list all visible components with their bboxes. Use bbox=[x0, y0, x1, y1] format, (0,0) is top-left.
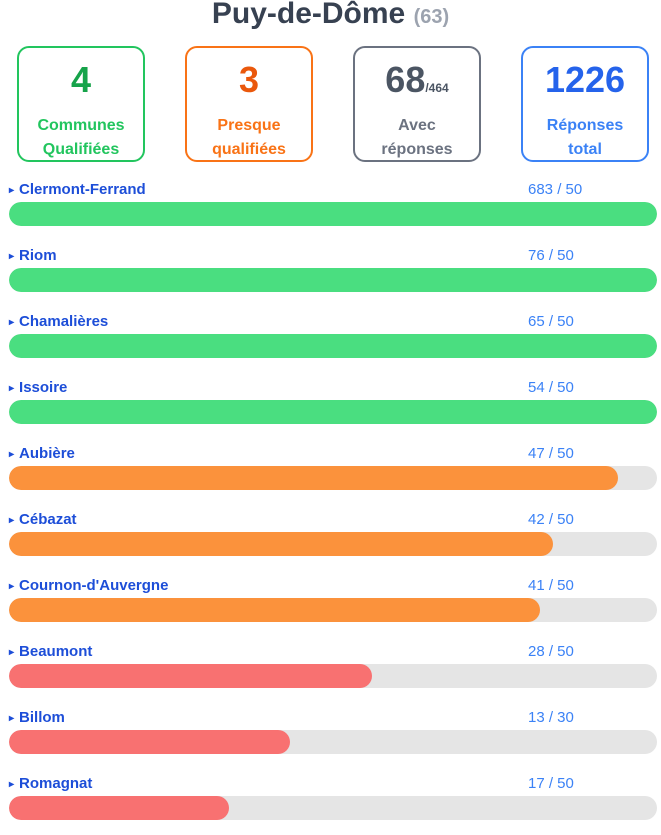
commune-toggle[interactable]: ▸ Billom bbox=[9, 709, 65, 728]
progress-fill bbox=[9, 532, 554, 556]
progress-fill bbox=[9, 400, 657, 424]
commune-row[interactable]: ▸ Issoire 54 / 50 bbox=[0, 379, 661, 439]
stat-card: 3 Presque qualifiées bbox=[185, 46, 313, 162]
stat-label-line: Réponses bbox=[546, 117, 624, 134]
progress-bar bbox=[9, 598, 657, 622]
commune-toggle[interactable]: ▸ Cournon-d'Auvergne bbox=[9, 577, 168, 596]
stat-label-line: total bbox=[568, 141, 602, 158]
commune-row[interactable]: ▸ Billom 13 / 30 bbox=[0, 709, 661, 769]
stat-label: Réponses total bbox=[523, 114, 647, 162]
stat-label: Avec réponses bbox=[355, 114, 479, 162]
commune-count: 47 / 50 bbox=[528, 445, 574, 462]
progress-fill bbox=[9, 334, 657, 358]
commune-row[interactable]: ▸ Romagnat 17 / 50 bbox=[0, 775, 661, 835]
progress-bar bbox=[9, 400, 657, 424]
expand-triangle-icon: ▸ bbox=[9, 713, 15, 724]
stat-label-line: Communes bbox=[37, 117, 125, 134]
stat-label-line: Avec bbox=[398, 117, 436, 134]
commune-row[interactable]: ▸ Cébazat 42 / 50 bbox=[0, 511, 661, 571]
stat-label-line: Qualifiées bbox=[42, 141, 120, 158]
commune-toggle[interactable]: ▸ Riom bbox=[9, 247, 57, 266]
commune-count: 13 / 30 bbox=[528, 709, 574, 726]
department-name: Puy-de-Dôme bbox=[211, 0, 406, 30]
department-code: (63) bbox=[413, 6, 450, 28]
stat-number: 4 bbox=[70, 59, 92, 100]
progress-bar bbox=[9, 796, 657, 820]
commune-name: Billom bbox=[19, 709, 65, 726]
progress-bar bbox=[9, 268, 657, 292]
stat-value: 68/464 bbox=[355, 60, 479, 108]
expand-triangle-icon: ▸ bbox=[9, 647, 15, 658]
commune-name: Aubière bbox=[19, 445, 75, 462]
commune-toggle[interactable]: ▸ Romagnat bbox=[9, 775, 92, 794]
commune-name: Issoire bbox=[19, 379, 68, 396]
commune-count: 28 / 50 bbox=[528, 643, 574, 660]
progress-fill bbox=[9, 202, 657, 226]
commune-name: Cébazat bbox=[19, 511, 77, 528]
commune-row[interactable]: ▸ Riom 76 / 50 bbox=[0, 247, 661, 307]
expand-triangle-icon: ▸ bbox=[9, 515, 15, 526]
commune-row[interactable]: ▸ Aubière 47 / 50 bbox=[0, 445, 661, 505]
expand-triangle-icon: ▸ bbox=[9, 449, 15, 460]
stat-value: 4 bbox=[19, 60, 143, 108]
commune-name: Cournon-d'Auvergne bbox=[19, 577, 169, 594]
commune-count: 42 / 50 bbox=[528, 511, 574, 528]
stat-label: Presque qualifiées bbox=[187, 114, 311, 162]
progress-fill bbox=[9, 664, 372, 688]
stat-label-line: réponses bbox=[381, 141, 453, 158]
progress-bar bbox=[9, 532, 657, 556]
stat-value: 3 bbox=[187, 60, 311, 108]
stat-number: 3 bbox=[238, 59, 260, 100]
commune-row[interactable]: ▸ Clermont-Ferrand 683 / 50 bbox=[0, 181, 661, 241]
progress-fill bbox=[9, 466, 619, 490]
progress-bar bbox=[9, 466, 657, 490]
stat-card: 4 Communes Qualifiées bbox=[17, 46, 145, 162]
commune-toggle[interactable]: ▸ Aubière bbox=[9, 445, 75, 464]
stat-value: 1226 bbox=[523, 60, 647, 108]
commune-row[interactable]: ▸ Chamalières 65 / 50 bbox=[0, 313, 661, 373]
stat-card: 68/464 Avec réponses bbox=[353, 46, 481, 162]
stat-suffix: /464 bbox=[425, 81, 449, 95]
commune-count: 41 / 50 bbox=[528, 577, 574, 594]
commune-toggle[interactable]: ▸ Beaumont bbox=[9, 643, 92, 662]
expand-triangle-icon: ▸ bbox=[9, 383, 15, 394]
page-title: Puy-de-Dôme (63) bbox=[0, 0, 661, 35]
commune-name: Clermont-Ferrand bbox=[19, 181, 146, 198]
commune-row[interactable]: ▸ Beaumont 28 / 50 bbox=[0, 643, 661, 703]
expand-triangle-icon: ▸ bbox=[9, 185, 15, 196]
commune-count: 54 / 50 bbox=[528, 379, 574, 396]
progress-fill bbox=[9, 598, 541, 622]
commune-toggle[interactable]: ▸ Chamalières bbox=[9, 313, 108, 332]
expand-triangle-icon: ▸ bbox=[9, 581, 15, 592]
stat-label: Communes Qualifiées bbox=[19, 114, 143, 162]
progress-bar bbox=[9, 202, 657, 226]
stat-number: 1226 bbox=[544, 59, 626, 100]
commune-row[interactable]: ▸ Cournon-d'Auvergne 41 / 50 bbox=[0, 577, 661, 637]
stat-label-line: Presque bbox=[217, 117, 281, 134]
commune-name: Chamalières bbox=[19, 313, 109, 330]
commune-name: Beaumont bbox=[19, 643, 93, 660]
progress-bar bbox=[9, 730, 657, 754]
stat-number: 68 bbox=[385, 59, 426, 100]
progress-fill bbox=[9, 730, 290, 754]
expand-triangle-icon: ▸ bbox=[9, 779, 15, 790]
commune-toggle[interactable]: ▸ Cébazat bbox=[9, 511, 77, 530]
commune-count: 76 / 50 bbox=[528, 247, 574, 264]
commune-count: 683 / 50 bbox=[528, 181, 583, 198]
commune-name: Riom bbox=[19, 247, 57, 264]
commune-toggle[interactable]: ▸ Issoire bbox=[9, 379, 67, 398]
progress-fill bbox=[9, 268, 657, 292]
stat-label-line: qualifiées bbox=[212, 141, 286, 158]
progress-fill bbox=[9, 796, 230, 820]
commune-toggle[interactable]: ▸ Clermont-Ferrand bbox=[9, 181, 146, 200]
expand-triangle-icon: ▸ bbox=[9, 317, 15, 328]
commune-name: Romagnat bbox=[19, 775, 93, 792]
stat-card: 1226 Réponses total bbox=[521, 46, 649, 162]
progress-bar bbox=[9, 664, 657, 688]
commune-count: 65 / 50 bbox=[528, 313, 574, 330]
commune-count: 17 / 50 bbox=[528, 775, 574, 792]
expand-triangle-icon: ▸ bbox=[9, 251, 15, 262]
progress-bar bbox=[9, 334, 657, 358]
